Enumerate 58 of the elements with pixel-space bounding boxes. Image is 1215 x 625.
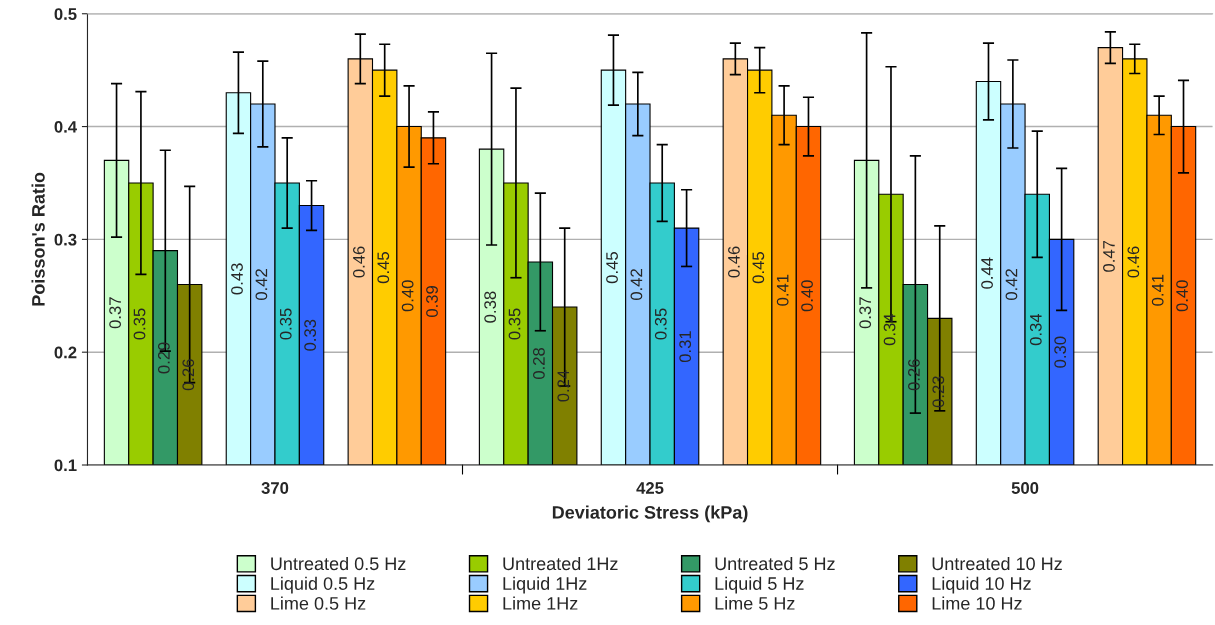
data-label: 0.24 [557, 370, 570, 402]
data-label: 0.41 [1151, 274, 1164, 306]
x-tick-label: 425 [636, 482, 664, 494]
data-label: 0.28 [533, 347, 545, 380]
data-label: 0.45 [606, 252, 618, 284]
data-label: 0.37 [859, 297, 872, 329]
legend-label: Lime 1Hz [503, 596, 578, 610]
legend-label: Untreated 5 Hz [715, 556, 835, 571]
data-label: 0.37 [109, 297, 122, 329]
data-label: 0.40 [401, 280, 414, 312]
y-tick-label: 0.2 [54, 346, 77, 359]
legend-label: Lime 5 Hz [715, 596, 795, 610]
data-label: 0.45 [377, 252, 390, 284]
data-label: 0.35 [508, 308, 521, 340]
data-label: 0.31 [679, 331, 692, 363]
data-label: 0.43 [231, 263, 243, 295]
data-label: 0.46 [1127, 246, 1140, 278]
y-tick-label: 0.5 [54, 8, 77, 20]
data-label: 0.38 [484, 291, 497, 323]
legend-label: Liquid 0.5 Hz [271, 576, 375, 594]
x-tick-label: 370 [261, 482, 289, 494]
y-axis-title: Poisson's Ratio [31, 172, 45, 306]
data-label: 0.45 [752, 252, 765, 284]
data-label: 0.35 [279, 308, 292, 340]
legend-label: Liquid 1Hz [503, 576, 587, 594]
data-label: 0.34 [883, 313, 896, 346]
legend-label: Lime 10 Hz [932, 596, 1022, 610]
data-label: 0.26 [908, 359, 920, 391]
data-label: 0.40 [801, 280, 813, 312]
data-label: 0.23 [932, 376, 945, 408]
data-label: 0.39 [426, 285, 438, 317]
data-label: 0.29 [157, 342, 170, 374]
legend-label: Liquid 10 Hz [932, 576, 1031, 594]
legend-label: Lime 0.5 Hz [271, 596, 366, 610]
data-label: 0.26 [182, 359, 195, 391]
data-label: 0.34 [1029, 313, 1042, 346]
x-axis-title: Deviatoric Stress (kPa) [552, 505, 748, 523]
y-tick-label: 0.1 [54, 459, 77, 472]
x-tick-label: 500 [1011, 482, 1039, 494]
data-label: 0.35 [133, 308, 146, 340]
data-label: 0.46 [352, 246, 365, 278]
data-label: 0.40 [1176, 280, 1188, 312]
data-label: 0.44 [981, 257, 993, 289]
data-label: 0.33 [304, 319, 317, 351]
data-label: 0.42 [255, 269, 268, 301]
data-label: 0.42 [1005, 269, 1018, 301]
legend-label: Liquid 5 Hz [715, 576, 804, 594]
data-label: 0.47 [1103, 240, 1115, 272]
data-label: 0.41 [776, 274, 789, 306]
y-tick-label: 0.4 [54, 120, 77, 133]
data-label: 0.35 [654, 308, 667, 340]
legend-label: Untreated 1Hz [503, 556, 618, 571]
legend-label: Untreated 0.5 Hz [271, 556, 406, 571]
data-label: 0.30 [1054, 336, 1067, 368]
legend-label: Untreated 10 Hz [932, 556, 1062, 571]
data-label: 0.46 [728, 246, 740, 278]
y-tick-label: 0.3 [54, 233, 77, 246]
data-label: 0.42 [630, 269, 643, 301]
